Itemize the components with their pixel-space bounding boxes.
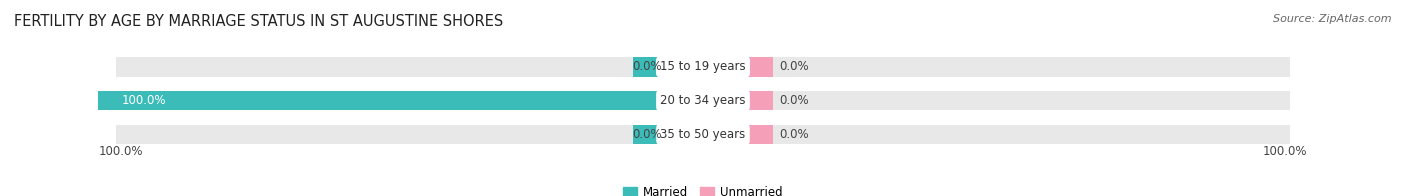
- Text: 100.0%: 100.0%: [98, 145, 143, 158]
- Legend: Married, Unmarried: Married, Unmarried: [619, 182, 787, 196]
- Text: 15 to 19 years: 15 to 19 years: [661, 60, 745, 73]
- Text: FERTILITY BY AGE BY MARRIAGE STATUS IN ST AUGUSTINE SHORES: FERTILITY BY AGE BY MARRIAGE STATUS IN S…: [14, 14, 503, 29]
- Bar: [80, 91, 668, 110]
- Bar: [117, 91, 668, 110]
- Text: 35 to 50 years: 35 to 50 years: [661, 128, 745, 141]
- Bar: [738, 91, 1289, 110]
- Text: 100.0%: 100.0%: [1263, 145, 1308, 158]
- Bar: [633, 57, 668, 77]
- Bar: [738, 124, 773, 144]
- Text: 0.0%: 0.0%: [633, 128, 662, 141]
- Text: 100.0%: 100.0%: [122, 94, 166, 107]
- Bar: [738, 124, 1289, 144]
- Text: 0.0%: 0.0%: [779, 94, 808, 107]
- Text: 0.0%: 0.0%: [633, 60, 662, 73]
- Text: 0.0%: 0.0%: [779, 60, 808, 73]
- Bar: [117, 57, 668, 77]
- Bar: [633, 124, 668, 144]
- Text: 0.0%: 0.0%: [779, 128, 808, 141]
- Text: Source: ZipAtlas.com: Source: ZipAtlas.com: [1274, 14, 1392, 24]
- Bar: [738, 91, 773, 110]
- Bar: [738, 57, 1289, 77]
- Bar: [117, 124, 668, 144]
- Bar: [738, 57, 773, 77]
- Text: 20 to 34 years: 20 to 34 years: [661, 94, 745, 107]
